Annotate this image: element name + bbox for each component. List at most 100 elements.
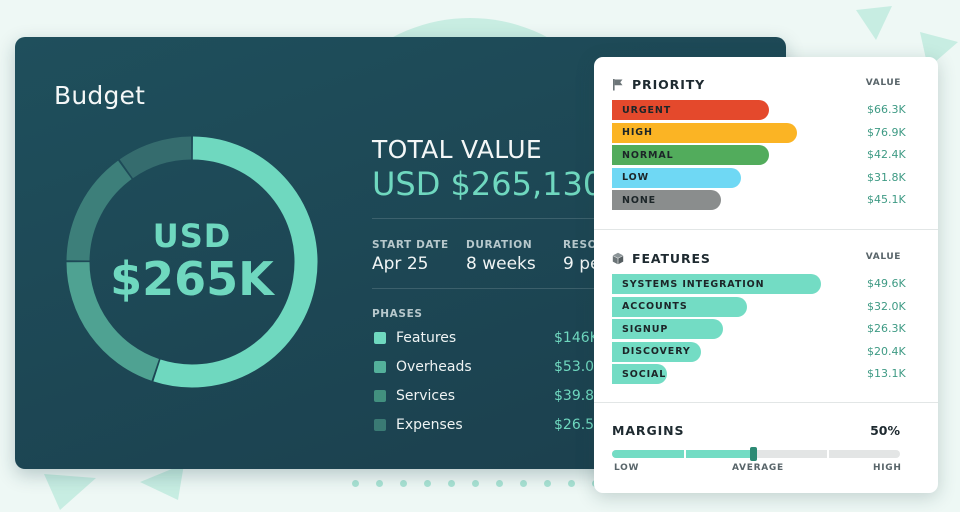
meta-value: 9 pe xyxy=(563,254,601,274)
priority-bar: NONE xyxy=(612,190,721,210)
meta-start-date: START DATE Apr 25 xyxy=(372,239,449,274)
priority-bar: HIGH xyxy=(612,122,797,143)
priority-bar-label: LOW xyxy=(622,172,649,183)
priority-bar-label: URGENT xyxy=(622,104,672,116)
cube-icon xyxy=(612,252,624,265)
phase-value: $39.8K xyxy=(554,388,604,404)
features-row: SYSTEMS INTEGRATION $49.6K xyxy=(612,274,922,294)
meta-label: START DATE xyxy=(372,239,449,251)
decorative-triangle xyxy=(140,464,184,500)
donut-amount: $265K xyxy=(110,251,274,306)
features-bar: SYSTEMS INTEGRATION xyxy=(612,274,821,294)
flag-icon xyxy=(613,79,623,91)
phase-value: $146K xyxy=(554,330,599,346)
phase-name: Services xyxy=(396,388,456,404)
features-bar-value: $13.1K xyxy=(867,367,906,380)
features-row: DISCOVERY $20.4K xyxy=(612,341,922,362)
features-bar: SIGNUP xyxy=(612,319,723,339)
donut-segment xyxy=(153,136,318,388)
priority-bar-label: NORMAL xyxy=(622,149,674,161)
priority-bar-label: HIGH xyxy=(622,127,653,138)
margins-slider[interactable] xyxy=(612,447,900,461)
priority-bar-label: NONE xyxy=(622,194,657,206)
priority-row: HIGH $76.9K xyxy=(612,122,922,143)
donut-center: USD $265K xyxy=(62,132,322,392)
slider-high-label: HIGH xyxy=(873,463,902,473)
priority-bar: NORMAL xyxy=(612,145,769,165)
priority-value-header: VALUE xyxy=(865,78,901,88)
priority-bar-value: $66.3K xyxy=(867,103,906,116)
divider xyxy=(372,288,772,289)
phase-name: Expenses xyxy=(396,417,463,433)
phase-value: $53.0K xyxy=(554,359,604,375)
margins-percent: 50% xyxy=(870,423,900,438)
slider-low-label: LOW xyxy=(614,463,640,473)
priority-row: LOW $31.8K xyxy=(612,167,922,188)
features-row: SIGNUP $26.3K xyxy=(612,319,922,339)
total-value-label: TOTAL VALUE xyxy=(372,135,542,164)
phase-row-services: Services $39.8K xyxy=(374,386,604,406)
priority-row: NORMAL $42.4K xyxy=(612,145,922,165)
priority-row: NONE $45.1K xyxy=(612,190,922,210)
donut-currency: USD xyxy=(152,216,232,255)
phase-row-expenses: Expenses $26.5K xyxy=(374,415,604,435)
section-divider xyxy=(594,402,938,403)
features-bar: SOCIAL xyxy=(612,364,667,384)
meta-label: RESO xyxy=(563,239,598,251)
priority-bar: LOW xyxy=(612,167,741,188)
donut-segment xyxy=(119,136,192,179)
budget-donut-chart xyxy=(66,136,318,388)
features-bar-value: $49.6K xyxy=(867,277,906,290)
features-bar: DISCOVERY xyxy=(612,341,701,362)
features-bar-value: $26.3K xyxy=(867,322,906,335)
donut-segment xyxy=(66,261,160,381)
meta-value: 8 weeks xyxy=(466,254,536,274)
section-divider xyxy=(594,229,938,230)
slider-tick xyxy=(684,450,686,458)
features-bar-value: $20.4K xyxy=(867,344,906,358)
meta-duration: DURATION 8 weeks xyxy=(466,239,536,274)
features-bar-label: SIGNUP xyxy=(622,323,669,335)
priority-title: PRIORITY xyxy=(632,77,706,92)
phase-swatch xyxy=(374,361,386,373)
features-row: ACCOUNTS $32.0K xyxy=(612,296,922,317)
phase-row-overheads: Overheads $53.0K xyxy=(374,357,604,377)
meta-label: DURATION xyxy=(466,239,533,251)
features-bar-label: SOCIAL xyxy=(622,368,667,380)
priority-bar-value: $42.4K xyxy=(867,148,906,161)
priority-row: URGENT $66.3K xyxy=(612,100,922,120)
features-bar-label: ACCOUNTS xyxy=(622,301,688,312)
features-header: FEATURES xyxy=(612,251,711,266)
phase-swatch xyxy=(374,419,386,431)
features-bar-label: SYSTEMS INTEGRATION xyxy=(622,278,765,290)
features-bar-label: DISCOVERY xyxy=(622,346,691,357)
priority-bar-value: $31.8K xyxy=(867,170,906,184)
margins-slider-fill xyxy=(612,450,753,458)
slider-tick xyxy=(827,450,829,458)
meta-resources: RESO 9 pe xyxy=(563,239,600,274)
phase-swatch xyxy=(374,332,386,344)
decorative-triangle xyxy=(856,6,892,40)
features-value-header: VALUE xyxy=(865,252,901,262)
priority-bar-value: $76.9K xyxy=(867,125,906,139)
features-bar: ACCOUNTS xyxy=(612,296,747,317)
phase-row-features: Features $146K xyxy=(374,328,604,348)
phase-name: Overheads xyxy=(396,359,472,375)
phases-label: PHASES xyxy=(372,308,423,320)
decorative-triangle xyxy=(44,474,96,510)
donut-segment xyxy=(66,160,132,261)
meta-value: Apr 25 xyxy=(372,254,429,274)
priority-header: PRIORITY xyxy=(612,77,705,92)
breakdown-panel: PRIORITY VALUE URGENT $66.3K HIGH $76.9K NOR… xyxy=(594,57,938,493)
features-title: FEATURES xyxy=(632,251,711,266)
features-row: SOCIAL $13.1K xyxy=(612,364,922,384)
margins-slider-thumb[interactable] xyxy=(750,447,757,461)
divider xyxy=(372,218,772,219)
phase-value: $26.5K xyxy=(554,417,604,433)
priority-bar: URGENT xyxy=(612,100,769,120)
phase-swatch xyxy=(374,390,386,402)
slider-average-label: AVERAGE xyxy=(732,463,784,473)
total-value-amount: USD $265,130 xyxy=(372,165,604,203)
margins-title: MARGINS xyxy=(612,423,685,438)
phase-name: Features xyxy=(396,330,457,346)
